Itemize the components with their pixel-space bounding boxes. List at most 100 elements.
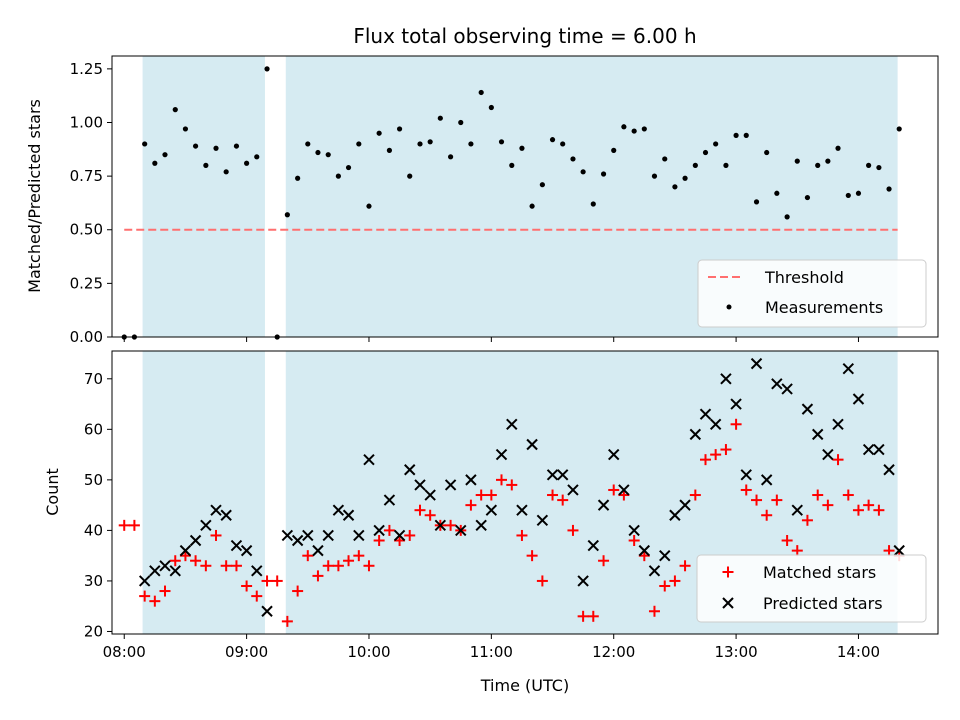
predicted-star-marker <box>536 514 549 527</box>
measurement-point <box>203 162 209 168</box>
measurement-point <box>213 145 219 151</box>
measurement-point <box>794 158 800 164</box>
measurement-point <box>662 156 668 162</box>
predicted-star-marker <box>200 519 212 532</box>
measurement-point <box>498 139 505 145</box>
matched-star-marker <box>332 560 344 572</box>
count-panel: 20 30 40 50 60 70 08:00 09:00 10:00 11:00 12:00 13:… <box>43 350 939 695</box>
matched-star-marker <box>190 555 202 567</box>
measurement-point <box>192 143 199 149</box>
measurement-point <box>345 164 352 171</box>
bottom-y-tick-label: 50 <box>84 471 103 489</box>
matched-star-marker <box>139 590 151 602</box>
matched-star-marker <box>526 550 538 562</box>
top-legend: Threshold Measurements <box>697 259 927 328</box>
matched-star-marker <box>414 504 426 516</box>
matched-star-marker <box>720 444 732 456</box>
measurement-point <box>458 119 464 126</box>
predicted-star-marker <box>597 499 610 511</box>
measurement-point <box>835 145 841 151</box>
matched-star-marker <box>353 550 365 562</box>
bottom-shaded-bands <box>142 351 898 634</box>
matched-star-marker <box>536 575 548 587</box>
measurement-point <box>437 115 443 121</box>
measurement-point <box>396 126 403 132</box>
measurement-point <box>468 141 474 147</box>
matched-star-marker <box>699 454 711 466</box>
matched-star-marker <box>322 560 334 572</box>
predicted-star-marker <box>393 529 406 542</box>
predicted-star-marker <box>720 373 732 385</box>
measurement-point <box>580 169 586 175</box>
measurement-point <box>876 164 882 171</box>
measurement-point <box>825 158 831 164</box>
matched-star-marker <box>220 560 232 572</box>
matched-star-marker <box>200 560 212 572</box>
predicted-star-marker <box>740 469 752 481</box>
measurement-point <box>305 141 311 147</box>
matched-star-marker <box>271 575 283 587</box>
measurement-point <box>672 184 678 190</box>
measurement-point <box>162 152 168 158</box>
matched-star-marker <box>128 519 140 531</box>
matched-star-marker <box>404 529 416 541</box>
matched-star-marker <box>241 580 253 592</box>
predicted-star-markers <box>138 357 905 617</box>
measurement-point <box>244 160 250 166</box>
predicted-star-marker <box>669 509 681 521</box>
matched-star-marker <box>659 580 671 592</box>
predicted-star-marker <box>812 428 824 441</box>
measurement-point <box>886 186 892 192</box>
top-y-tick-label: 0.75 <box>70 167 103 185</box>
top-y-tick-label: 0.25 <box>70 274 103 292</box>
predicted-star-marker <box>291 534 304 547</box>
top-legend-box <box>697 259 927 328</box>
matched-star-marker <box>383 524 395 536</box>
measurement-point <box>743 132 749 138</box>
matched-star-marker <box>648 605 660 617</box>
predicted-star-marker <box>587 539 599 552</box>
legend-measurements-label: Measurements <box>765 298 883 317</box>
measurement-point <box>764 149 770 156</box>
predicted-star-marker <box>822 448 834 461</box>
bottom-y-axis-label: Count <box>43 468 62 516</box>
measurement-point <box>560 141 566 147</box>
measurement-point <box>264 66 270 72</box>
predicted-star-marker <box>648 565 661 577</box>
matched-star-marker <box>669 575 681 587</box>
predicted-star-marker <box>322 529 334 542</box>
measurement-point <box>488 104 494 111</box>
matched-star-marker <box>169 555 181 567</box>
predicted-star-marker <box>332 504 345 516</box>
matched-star-marker <box>210 529 222 541</box>
bottom-axes-frame <box>111 350 939 635</box>
measurement-point <box>570 156 576 162</box>
predicted-star-marker <box>760 474 773 486</box>
bottom-y-tick-label: 20 <box>84 622 103 640</box>
chart-title: Flux total observing time = 6.00 h <box>353 24 696 48</box>
matched-star-marker <box>496 474 508 486</box>
predicted-star-marker <box>383 494 396 506</box>
matched-star-marker <box>506 479 518 491</box>
measurement-point <box>866 162 872 168</box>
predicted-star-marker <box>312 544 324 557</box>
measurement-point <box>284 212 290 218</box>
matched-star-marker <box>557 494 569 506</box>
top-y-tick-label: 1.00 <box>70 113 103 131</box>
predicted-star-marker <box>485 504 498 516</box>
top-y-tick-label: 0.00 <box>70 328 103 346</box>
predicted-star-marker <box>169 565 181 577</box>
predicted-star-marker <box>771 378 783 390</box>
predicted-star-marker <box>750 357 763 370</box>
predicted-star-marker <box>873 443 885 456</box>
matched-star-marker <box>883 545 895 557</box>
predicted-star-marker <box>159 560 171 572</box>
measurement-point <box>784 214 790 220</box>
legend-measurements-swatch <box>726 304 732 310</box>
matched-star-marker <box>363 560 375 572</box>
bottom-x-tick-label: 09:00 <box>225 643 268 661</box>
predicted-star-marker <box>210 504 222 516</box>
predicted-star-marker <box>302 529 314 542</box>
measurement-point <box>478 89 484 96</box>
matched-star-marker <box>781 535 793 547</box>
